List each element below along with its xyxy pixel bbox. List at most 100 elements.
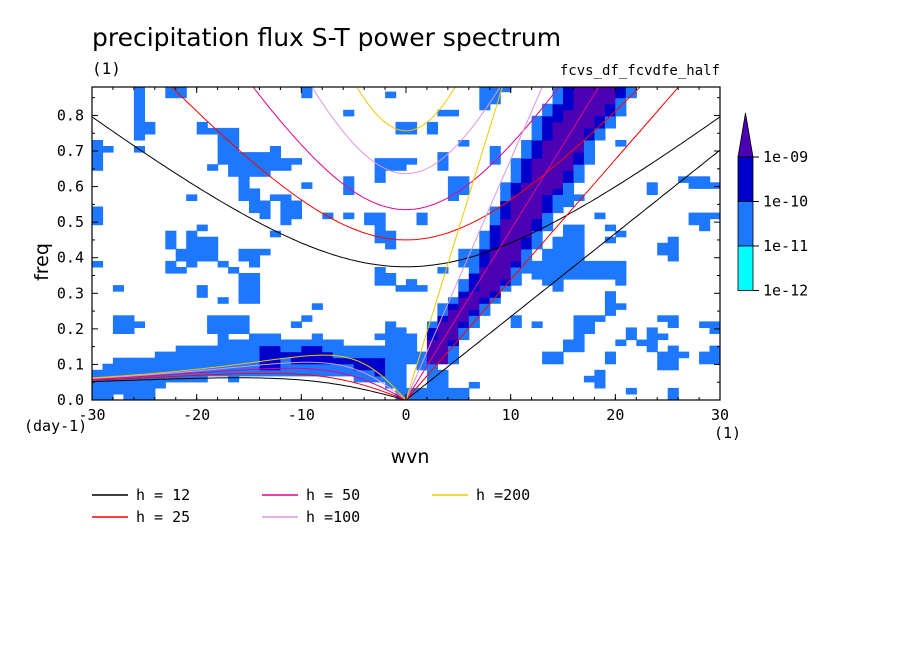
field-cell xyxy=(92,206,104,214)
field-cell xyxy=(385,351,397,359)
field-cell xyxy=(563,152,575,159)
field-cell xyxy=(479,248,491,256)
field-cell xyxy=(458,309,470,316)
field-cell xyxy=(615,273,627,280)
field-cell xyxy=(249,285,261,292)
field-cell xyxy=(447,394,459,400)
field-cell xyxy=(625,327,637,334)
field-cell xyxy=(165,87,177,93)
field-cell xyxy=(552,87,564,93)
field-cell xyxy=(563,242,575,250)
field-cell xyxy=(437,369,449,377)
field-cell xyxy=(573,242,585,250)
field-cell xyxy=(385,91,397,99)
field-cell xyxy=(238,248,250,256)
field-cell xyxy=(699,218,711,226)
field-cell xyxy=(500,224,512,232)
field-cell xyxy=(500,194,512,201)
field-cell xyxy=(290,369,302,377)
field-cell xyxy=(458,387,470,395)
field-cell xyxy=(249,254,261,262)
field-cell xyxy=(406,158,418,165)
field-cell xyxy=(290,345,302,353)
legend-label: h =200 xyxy=(476,486,530,504)
field-cell xyxy=(510,230,522,238)
field-cell xyxy=(615,260,627,268)
field-cell xyxy=(563,176,575,183)
field-cell xyxy=(269,351,281,359)
field-cell xyxy=(374,267,386,274)
field-cell xyxy=(573,267,585,274)
field-cell xyxy=(437,375,449,383)
field-cell xyxy=(196,363,208,371)
field-cell xyxy=(521,182,533,189)
field-cell xyxy=(489,242,501,250)
field-cell xyxy=(563,103,575,111)
field-cell xyxy=(500,212,512,220)
field-cell xyxy=(552,200,564,208)
field-cell xyxy=(542,188,554,195)
field-cell xyxy=(175,91,187,99)
field-cell xyxy=(657,351,669,359)
field-cell xyxy=(552,248,564,256)
field-cell xyxy=(699,212,711,220)
field-cell xyxy=(228,267,240,274)
field-cell xyxy=(531,236,543,244)
field-cell xyxy=(563,158,575,165)
field-cell xyxy=(406,351,418,359)
field-cell xyxy=(196,291,208,298)
curve-rossby-h50 xyxy=(92,367,407,400)
field-cell xyxy=(594,91,606,99)
field-cell xyxy=(500,200,512,208)
field-cell xyxy=(207,315,219,322)
field-cell xyxy=(207,327,219,334)
field-cell xyxy=(343,182,355,189)
field-cell xyxy=(510,321,522,328)
field-cell xyxy=(531,260,543,268)
field-cell xyxy=(228,375,240,383)
field-cell xyxy=(238,363,250,371)
field-cell xyxy=(217,327,229,334)
field-cell xyxy=(604,260,616,268)
field-cell xyxy=(479,303,491,310)
field-cell xyxy=(290,363,302,371)
field-cell xyxy=(186,242,198,250)
field-cell xyxy=(479,103,491,111)
field-cell xyxy=(552,176,564,183)
field-cell xyxy=(500,236,512,244)
field-cell xyxy=(479,236,491,244)
field-cell xyxy=(563,182,575,189)
field-cell xyxy=(395,121,407,129)
field-cell xyxy=(468,309,480,316)
field-cell xyxy=(604,91,616,99)
field-cell xyxy=(552,273,564,280)
legend-label: h = 50 xyxy=(306,486,360,504)
field-cell xyxy=(249,260,261,268)
field-cell xyxy=(563,200,575,208)
field-cell xyxy=(447,351,459,359)
field-cell xyxy=(667,357,679,365)
field-cell xyxy=(510,248,522,256)
field-cell xyxy=(269,230,281,238)
field-cell xyxy=(552,285,564,292)
field-cell xyxy=(667,394,679,400)
field-cell xyxy=(542,152,554,159)
field-cell xyxy=(343,176,355,183)
field-cell xyxy=(573,254,585,262)
field-cell xyxy=(552,103,564,111)
field-cell xyxy=(217,146,229,153)
field-cell xyxy=(542,212,554,220)
field-cell xyxy=(353,345,365,353)
field-cell xyxy=(269,158,281,165)
field-cell xyxy=(542,140,554,147)
field-cell xyxy=(92,158,104,165)
field-cell xyxy=(604,357,616,365)
field-cell xyxy=(552,152,564,159)
field-cell xyxy=(249,152,261,159)
field-cell xyxy=(688,218,700,226)
field-cell xyxy=(521,218,533,226)
field-cell xyxy=(594,115,606,123)
field-cell xyxy=(175,357,187,365)
field-cell xyxy=(542,248,554,256)
field-cell xyxy=(709,345,720,353)
